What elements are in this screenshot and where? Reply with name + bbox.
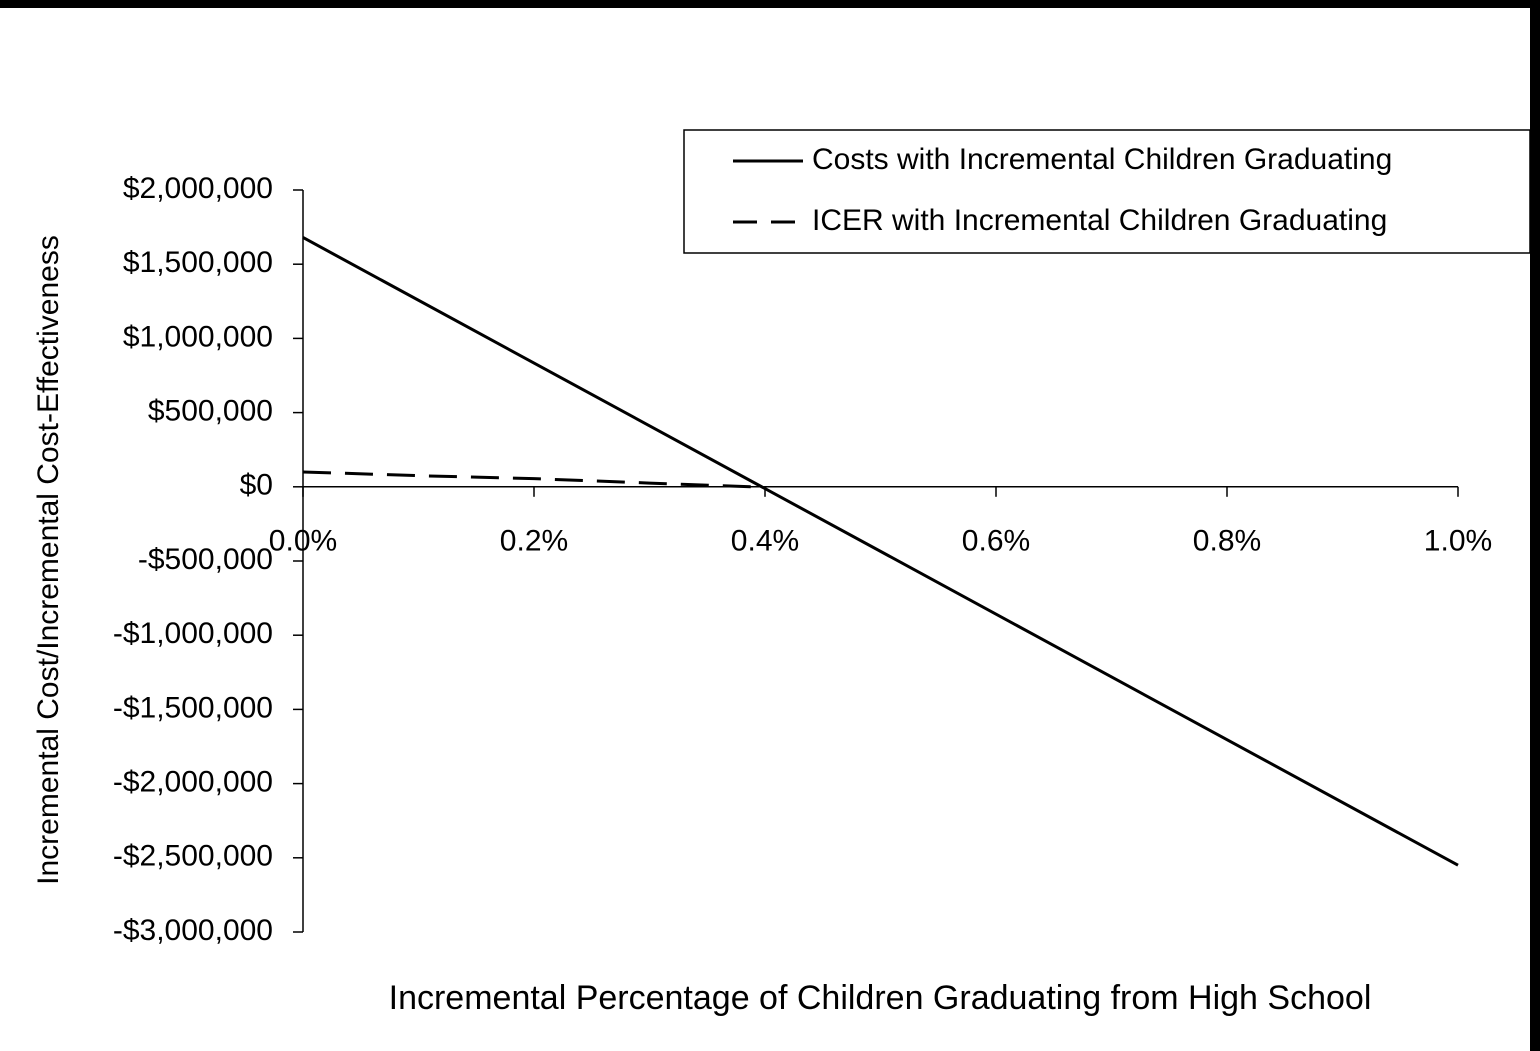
y-tick-label: $2,000,000 xyxy=(123,172,273,205)
y-tick-label: -$500,000 xyxy=(138,543,273,576)
y-tick-label: $500,000 xyxy=(148,395,273,428)
y-tick-label: -$2,000,000 xyxy=(113,766,273,799)
y-tick-label: -$1,500,000 xyxy=(113,691,273,724)
y-tick-label: -$1,000,000 xyxy=(113,617,273,650)
x-tick-label: 1.0% xyxy=(1424,525,1492,558)
y-tick-label: $1,500,000 xyxy=(123,246,273,279)
x-tick-label: 0.4% xyxy=(731,525,799,558)
x-tick-label: 0.8% xyxy=(1193,525,1261,558)
legend-box xyxy=(683,129,1531,254)
legend-label: ICER with Incremental Children Graduatin… xyxy=(812,204,1387,237)
y-tick-label: $0 xyxy=(240,469,273,502)
y-axis-label: Incremental Cost/Incremental Cost-Effect… xyxy=(32,235,65,885)
x-tick-label: 0.2% xyxy=(500,525,568,558)
x-tick-label: 0.0% xyxy=(269,525,337,558)
series-line xyxy=(302,470,754,489)
x-tick-label: 0.6% xyxy=(962,525,1030,558)
y-tick-label: $1,000,000 xyxy=(123,320,273,353)
series-line xyxy=(302,236,1459,867)
x-axis-label: Incremental Percentage of Children Gradu… xyxy=(389,979,1372,1017)
frame-top xyxy=(0,0,1540,8)
y-tick-label: -$3,000,000 xyxy=(113,914,273,947)
legend-label: Costs with Incremental Children Graduati… xyxy=(812,143,1392,176)
y-tick-label: -$2,500,000 xyxy=(113,840,273,873)
